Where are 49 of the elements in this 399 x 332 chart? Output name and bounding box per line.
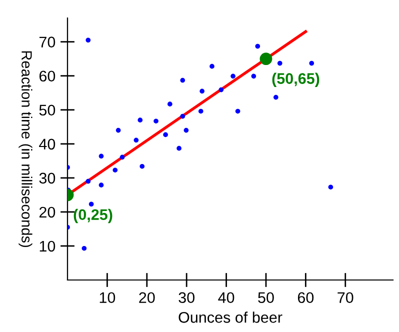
point (112, 168, 118, 172)
point (176, 146, 182, 151)
point (120, 154, 125, 160)
point (230, 74, 236, 79)
y-tick-label: 70 (39, 36, 56, 48)
point (180, 114, 186, 119)
point (309, 60, 314, 66)
y-axis-title: Reaction time (in milliseconds) (18, 51, 32, 247)
point (200, 88, 204, 94)
annotation: (0,25) (74, 208, 112, 224)
point (328, 184, 334, 190)
y-tick-label: 60 (39, 70, 56, 82)
x-tick-label: 70 (338, 292, 354, 304)
y-tick-label: 20 (39, 206, 56, 218)
point (163, 132, 168, 138)
y-tick-label: 30 (39, 172, 56, 184)
y-tick-label: 50 (39, 104, 56, 116)
point (235, 108, 240, 114)
point (251, 74, 256, 79)
point (180, 78, 186, 83)
point (277, 60, 282, 66)
x-tick-label: 10 (100, 292, 116, 304)
x-axis-title: Ounces of beer (178, 312, 282, 323)
point (86, 38, 91, 43)
point (255, 44, 260, 49)
point (98, 154, 104, 159)
point (140, 164, 145, 169)
point (138, 118, 143, 122)
point (168, 102, 172, 106)
x-tick-label: 50 (258, 292, 274, 304)
point (88, 202, 94, 207)
point (184, 128, 189, 133)
annotation: (50,65) (272, 72, 320, 87)
point (116, 128, 121, 133)
y-tick-label: 40 (39, 138, 56, 150)
point (154, 118, 158, 124)
point (273, 94, 278, 100)
point (134, 138, 139, 143)
point (198, 108, 204, 114)
point (218, 87, 224, 92)
x-tick-label: 60 (298, 292, 314, 304)
y-tick-label: 10 (40, 240, 56, 252)
point (86, 178, 91, 184)
x-tick-label: 30 (178, 292, 194, 304)
point (82, 246, 87, 251)
x-tick-label: 40 (218, 292, 234, 304)
point (210, 64, 214, 69)
point (98, 182, 104, 188)
x-tick-label: 20 (139, 292, 155, 304)
